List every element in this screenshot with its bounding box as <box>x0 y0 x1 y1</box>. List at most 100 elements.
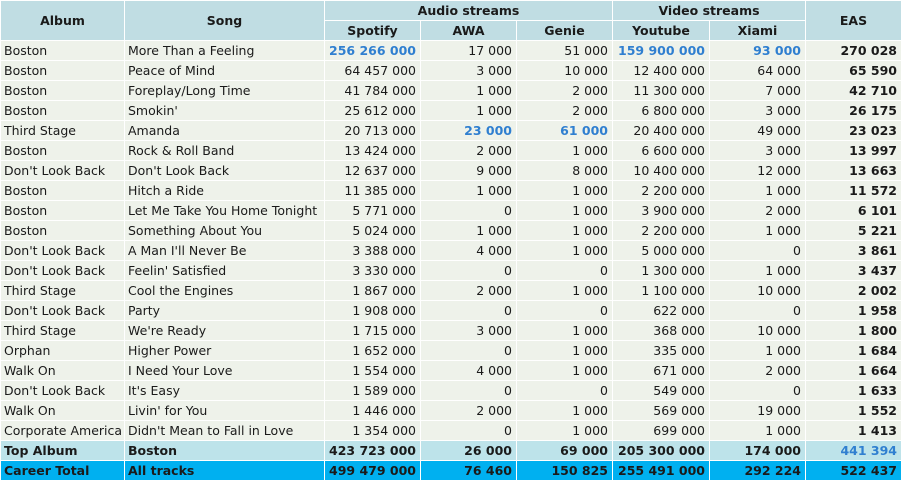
eas-cell: 23 023 <box>805 120 901 141</box>
eas-cell: 1 800 <box>805 320 901 341</box>
awa-cell: 1 000 <box>420 100 517 121</box>
spotify-cell: 13 424 000 <box>324 140 421 161</box>
song-cell: It's Easy <box>124 380 325 401</box>
awa-cell: 2 000 <box>420 280 517 301</box>
genie-cell: 8 000 <box>516 160 613 181</box>
eas-cell: 522 437 <box>805 460 901 481</box>
table-row: Walk On I Need Your Love 1 554 000 4 000 1 0… <box>0 360 901 381</box>
song-cell: Higher Power <box>124 340 325 361</box>
genie-cell: 69 000 <box>516 440 613 461</box>
album-cell: Don't Look Back <box>0 380 125 401</box>
xiami-cell: 64 000 <box>709 60 806 81</box>
xiami-cell: 2 000 <box>709 360 806 381</box>
album-cell: Third Stage <box>0 120 125 141</box>
career-total-row: Career Total All tracks 499 479 000 76 460 1… <box>0 460 901 481</box>
youtube-cell: 671 000 <box>612 360 710 381</box>
album-cell: Top Album <box>0 440 125 461</box>
awa-cell: 2 000 <box>420 140 517 161</box>
genie-cell: 51 000 <box>516 40 613 61</box>
spotify-cell: 256 266 000 <box>324 40 421 61</box>
spotify-cell: 3 330 000 <box>324 260 421 281</box>
awa-cell: 4 000 <box>420 360 517 381</box>
spotify-cell: 423 723 000 <box>324 440 421 461</box>
youtube-cell: 3 900 000 <box>612 200 710 221</box>
eas-cell: 270 028 <box>805 40 901 61</box>
genie-cell: 1 000 <box>516 240 613 261</box>
xiami-cell: 0 <box>709 300 806 321</box>
song-cell: Party <box>124 300 325 321</box>
youtube-cell: 549 000 <box>612 380 710 401</box>
genie-cell: 0 <box>516 260 613 281</box>
genie-cell: 1 000 <box>516 320 613 341</box>
album-cell: Boston <box>0 200 125 221</box>
genie-cell: 61 000 <box>516 120 613 141</box>
album-header: Album <box>0 0 125 41</box>
album-cell: Boston <box>0 60 125 81</box>
table-row: Boston Smokin' 25 612 000 1 000 2 000 6 800 0… <box>0 100 901 121</box>
top-album-row: Top Album Boston 423 723 000 26 000 69 000 20… <box>0 440 901 461</box>
album-cell: Third Stage <box>0 320 125 341</box>
xiami-cell: 93 000 <box>709 40 806 61</box>
awa-cell: 17 000 <box>420 40 517 61</box>
song-cell: Boston <box>124 440 325 461</box>
eas-cell: 6 101 <box>805 200 901 221</box>
xiami-cell: 0 <box>709 380 806 401</box>
song-cell: More Than a Feeling <box>124 40 325 61</box>
spotify-cell: 499 479 000 <box>324 460 421 481</box>
album-cell: Career Total <box>0 460 125 481</box>
genie-cell: 2 000 <box>516 80 613 101</box>
youtube-cell: 10 400 000 <box>612 160 710 181</box>
table-row: Boston More Than a Feeling 256 266 000 17 0… <box>0 40 901 61</box>
song-cell: Something About You <box>124 220 325 241</box>
eas-cell: 13 997 <box>805 140 901 161</box>
song-cell: Livin' for You <box>124 400 325 421</box>
album-cell: Walk On <box>0 400 125 421</box>
youtube-cell: 1 300 000 <box>612 260 710 281</box>
xiami-cell: 1 000 <box>709 420 806 441</box>
spotify-cell: 1 446 000 <box>324 400 421 421</box>
awa-cell: 3 000 <box>420 320 517 341</box>
awa-cell: 2 000 <box>420 400 517 421</box>
eas-cell: 3 861 <box>805 240 901 261</box>
song-cell: We're Ready <box>124 320 325 341</box>
genie-cell: 0 <box>516 380 613 401</box>
song-cell: I Need Your Love <box>124 360 325 381</box>
youtube-cell: 1 100 000 <box>612 280 710 301</box>
genie-cell: 150 825 <box>516 460 613 481</box>
song-cell: Amanda <box>124 120 325 141</box>
youtube-cell: 699 000 <box>612 420 710 441</box>
song-header: Song <box>124 0 325 41</box>
awa-cell: 23 000 <box>420 120 517 141</box>
audio-streams-header: Audio streams <box>324 0 613 21</box>
album-cell: Corporate America <box>0 420 125 441</box>
table-header: Album Song Audio streams Video streams E… <box>0 0 901 41</box>
spotify-cell: 1 908 000 <box>324 300 421 321</box>
spotify-cell: 41 784 000 <box>324 80 421 101</box>
awa-cell: 1 000 <box>420 220 517 241</box>
awa-header: AWA <box>420 20 517 41</box>
album-cell: Don't Look Back <box>0 300 125 321</box>
xiami-cell: 1 000 <box>709 220 806 241</box>
table-row: Third Stage Amanda 20 713 000 23 000 61 000 2… <box>0 120 901 141</box>
eas-cell: 2 002 <box>805 280 901 301</box>
album-cell: Boston <box>0 80 125 101</box>
xiami-cell: 2 000 <box>709 200 806 221</box>
spotify-cell: 12 637 000 <box>324 160 421 181</box>
spotify-cell: 5 024 000 <box>324 220 421 241</box>
youtube-cell: 622 000 <box>612 300 710 321</box>
awa-cell: 0 <box>420 300 517 321</box>
song-cell: Didn't Mean to Fall in Love <box>124 420 325 441</box>
table-row: Boston Hitch a Ride 11 385 000 1 000 1 000 2 … <box>0 180 901 201</box>
genie-cell: 1 000 <box>516 420 613 441</box>
album-cell: Don't Look Back <box>0 160 125 181</box>
youtube-cell: 6 800 000 <box>612 100 710 121</box>
awa-cell: 26 000 <box>420 440 517 461</box>
spotify-cell: 5 771 000 <box>324 200 421 221</box>
album-cell: Walk On <box>0 360 125 381</box>
spotify-cell: 1 867 000 <box>324 280 421 301</box>
spotify-cell: 64 457 000 <box>324 60 421 81</box>
song-cell: Peace of Mind <box>124 60 325 81</box>
genie-cell: 10 000 <box>516 60 613 81</box>
song-cell: Let Me Take You Home Tonight <box>124 200 325 221</box>
song-cell: Feelin' Satisfied <box>124 260 325 281</box>
